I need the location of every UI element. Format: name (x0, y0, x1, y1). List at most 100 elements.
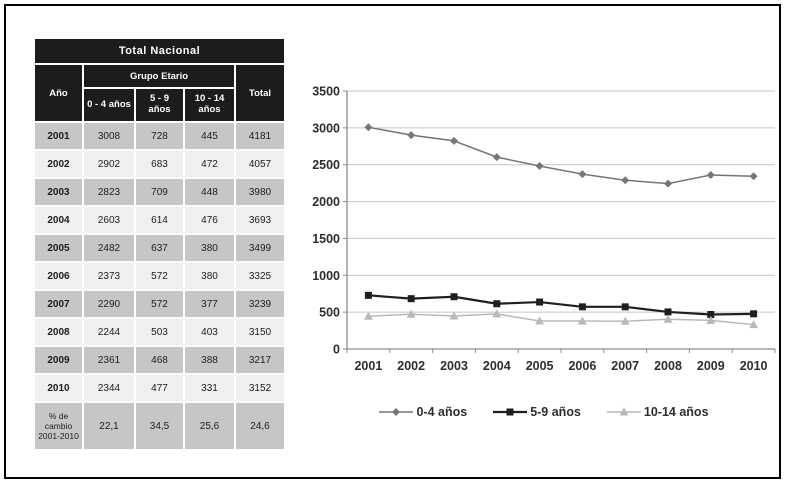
table-row: 2007 2290 572 377 3239 (35, 291, 284, 317)
table-cell: 2902 (84, 151, 134, 177)
legend-label: 5-9 años (530, 405, 581, 419)
table-cell: 2603 (84, 207, 134, 233)
table-row: 2008 2244 503 403 3150 (35, 319, 284, 345)
svg-text:500: 500 (319, 306, 340, 320)
table-cell: 2823 (84, 179, 134, 205)
table-cell: 477 (136, 375, 183, 401)
triangle-marker-icon (606, 407, 641, 416)
table-cell: 637 (136, 235, 183, 261)
svg-text:2001: 2001 (354, 359, 382, 373)
table-row: % de cambio 2001-2010 22,1 34,5 25,6 24,6 (35, 403, 284, 449)
legend-item: 0-4 años (379, 405, 467, 419)
table-cell: 709 (136, 179, 183, 205)
chart-legend: 0-4 años 5-9 años 10-14 años (305, 405, 783, 419)
data-table: Total Nacional Año Grupo Etario Total 0 … (33, 37, 286, 451)
svg-text:2005: 2005 (526, 359, 554, 373)
table-cell: 476 (185, 207, 234, 233)
table-row: 2010 2344 477 331 3152 (35, 375, 284, 401)
svg-text:3000: 3000 (312, 121, 340, 135)
table-cell-year: 2004 (35, 207, 82, 233)
table-row: 2001 3008 728 445 4181 (35, 123, 284, 149)
line-chart: 0 500 1000 1500 2000 2500 3000 3500 2001 2002 2003… (312, 85, 776, 373)
column-header-year: Año (35, 65, 82, 121)
svg-text:2003: 2003 (440, 359, 468, 373)
table-cell: 614 (136, 207, 183, 233)
table-row: 2006 2373 572 380 3325 (35, 263, 284, 289)
table-cell: 2373 (84, 263, 134, 289)
table-cell: 3499 (236, 235, 284, 261)
svg-text:1000: 1000 (312, 269, 340, 283)
table-cell: 472 (185, 151, 234, 177)
table-cell-year: 2001 (35, 123, 82, 149)
table-cell: 22,1 (84, 403, 134, 449)
svg-text:2008: 2008 (654, 359, 682, 373)
table-cell: 572 (136, 291, 183, 317)
table-cell: 4057 (236, 151, 284, 177)
svg-text:0: 0 (333, 343, 340, 357)
table-cell-year: 2007 (35, 291, 82, 317)
table-cell: 3008 (84, 123, 134, 149)
table-cell: 2244 (84, 319, 134, 345)
table-cell-year: 2006 (35, 263, 82, 289)
table-cell: 468 (136, 347, 183, 373)
table-cell: 2344 (84, 375, 134, 401)
svg-text:2010: 2010 (740, 359, 768, 373)
table-cell: 728 (136, 123, 183, 149)
table-cell-year: 2008 (35, 319, 82, 345)
line-chart-panel: 0 500 1000 1500 2000 2500 3000 3500 2001 2002 2003… (305, 66, 783, 419)
table-cell: 2361 (84, 347, 134, 373)
table-cell: 3217 (236, 347, 284, 373)
square-marker-icon (493, 408, 528, 416)
table-cell: 3980 (236, 179, 284, 205)
table-cell: 380 (185, 263, 234, 289)
table-cell: 683 (136, 151, 183, 177)
table-cell: 388 (185, 347, 234, 373)
table-row: 2009 2361 468 388 3217 (35, 347, 284, 373)
table-cell-year: 2003 (35, 179, 82, 205)
legend-item: 10-14 años (606, 405, 709, 419)
table-cell: 25,6 (185, 403, 234, 449)
svg-text:2006: 2006 (568, 359, 596, 373)
column-header-age-1: 5 - 9 años (136, 89, 183, 121)
column-group-header: Grupo Etario (84, 65, 234, 87)
svg-text:2004: 2004 (483, 359, 511, 373)
table-cell: 572 (136, 263, 183, 289)
table-cell: 445 (185, 123, 234, 149)
svg-text:2500: 2500 (312, 158, 340, 172)
svg-text:2009: 2009 (697, 359, 725, 373)
table-cell: 331 (185, 375, 234, 401)
table-cell-year: 2009 (35, 347, 82, 373)
diamond-marker-icon (379, 408, 414, 416)
table-cell: 34,5 (136, 403, 183, 449)
table-row: 2005 2482 637 380 3499 (35, 235, 284, 261)
svg-text:3500: 3500 (312, 85, 340, 99)
table-cell: 3150 (236, 319, 284, 345)
table-cell: 503 (136, 319, 183, 345)
table-cell-year: % de cambio 2001-2010 (35, 403, 82, 449)
column-header-age-2: 10 - 14 años (185, 89, 234, 121)
table-cell-year: 2002 (35, 151, 82, 177)
table-title: Total Nacional (35, 39, 284, 63)
table-cell: 403 (185, 319, 234, 345)
table-cell: 3325 (236, 263, 284, 289)
table-row: 2002 2902 683 472 4057 (35, 151, 284, 177)
total-nacional-table: Total Nacional Año Grupo Etario Total 0 … (33, 37, 286, 451)
table-cell: 448 (185, 179, 234, 205)
column-header-total: Total (236, 65, 284, 121)
figure-frame: Total Nacional Año Grupo Etario Total 0 … (4, 4, 781, 479)
table-cell: 380 (185, 235, 234, 261)
legend-label: 10-14 años (643, 405, 709, 419)
legend-item: 5-9 años (493, 405, 581, 419)
table-row: 2004 2603 614 476 3693 (35, 207, 284, 233)
svg-text:2000: 2000 (312, 195, 340, 209)
svg-text:2002: 2002 (397, 359, 425, 373)
table-cell-year: 2010 (35, 375, 82, 401)
legend-label: 0-4 años (416, 405, 468, 419)
table-cell: 3239 (236, 291, 284, 317)
table-cell-year: 2005 (35, 235, 82, 261)
table-cell: 377 (185, 291, 234, 317)
table-cell: 3693 (236, 207, 284, 233)
svg-text:2007: 2007 (611, 359, 639, 373)
table-cell: 2482 (84, 235, 134, 261)
